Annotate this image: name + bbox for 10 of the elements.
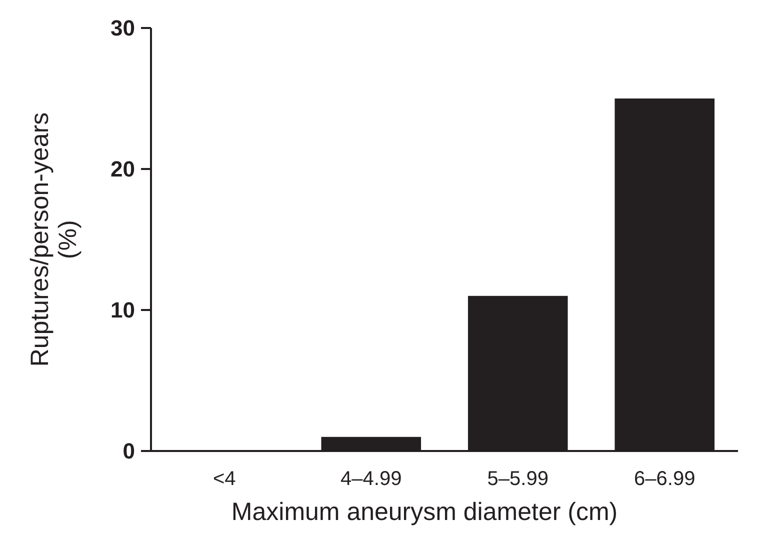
y-tick-label: 0 (122, 438, 135, 464)
y-axis-title: Ruptures/person-years (%) (26, 112, 82, 367)
y-tick-label: 30 (110, 16, 135, 41)
x-tick-label: <4 (212, 468, 236, 490)
y-tick-label: 20 (110, 156, 135, 182)
x-tick-label: 6–6.99 (634, 468, 696, 490)
x-tick-label: 5–5.99 (487, 468, 548, 490)
y-tick-label: 10 (110, 298, 135, 323)
x-axis-title: Maximum aneurysm diameter (cm) (231, 498, 618, 526)
x-tick-label: 4–4.99 (340, 468, 402, 490)
